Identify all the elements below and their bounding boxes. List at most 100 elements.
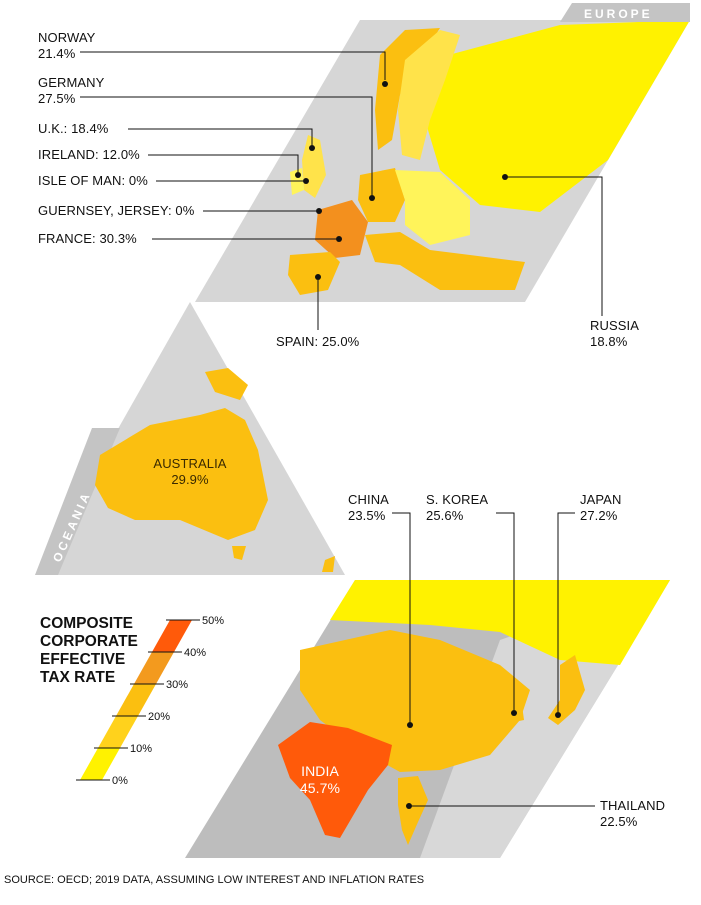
legend-band	[98, 716, 138, 748]
germany-annotation: GERMANY 27.5%	[38, 75, 375, 201]
japan-annotation: JAPAN 27.2%	[555, 492, 621, 718]
thailand-region	[398, 776, 428, 845]
india-region	[278, 722, 392, 838]
legend-tick-label: 0%	[112, 775, 128, 787]
norway-region	[375, 28, 440, 150]
norway-annotation: NORWAY 21.4%	[38, 30, 388, 87]
japan-rate: 27.2%	[580, 508, 618, 523]
europe-label-tab	[560, 3, 690, 22]
thailand-marker	[406, 803, 412, 809]
isle-of-man-annotation: ISLE OF MAN: 0%	[38, 173, 309, 188]
legend-tick-label: 30%	[166, 679, 188, 691]
russia-rate: 18.8%	[590, 334, 628, 349]
japan-leader	[557, 512, 575, 712]
india-rate: 45.7%	[300, 780, 340, 796]
china-annotation: CHINA 23.5%	[348, 492, 413, 728]
legend-title-line-3: EFFECTIVE	[40, 651, 125, 668]
norway-rate: 21.4%	[38, 46, 76, 61]
japan-marker	[555, 712, 561, 718]
france-label: FRANCE: 30.3%	[38, 231, 137, 246]
thailand-name: THAILAND	[600, 798, 665, 813]
germany-leader	[80, 96, 373, 195]
japan-region	[548, 655, 585, 725]
skorea-marker	[511, 710, 517, 716]
russia-annotation: RUSSIA 18.8%	[502, 174, 639, 349]
skorea-name: S. KOREA	[426, 492, 488, 507]
europe-label: EUROPE	[584, 7, 653, 21]
legend-band	[134, 652, 174, 684]
europe-panel: EUROPE	[195, 3, 690, 302]
oceania-panel: OCEANIA	[35, 302, 345, 575]
india-annotation: INDIA 45.7%	[300, 763, 340, 796]
russia-marker	[502, 174, 508, 180]
asia-panel: ASIA	[182, 580, 670, 858]
spain-annotation: SPAIN: 25.0%	[276, 274, 360, 349]
legend-tick-label: 40%	[184, 647, 206, 659]
uk-leader	[128, 128, 313, 145]
germany-marker	[369, 195, 375, 201]
legend-band	[152, 620, 192, 652]
uk-label: U.K.: 18.4%	[38, 121, 109, 136]
thailand-rate: 22.5%	[600, 814, 638, 829]
sweden-finland-region	[398, 30, 460, 160]
ireland-marker	[295, 172, 301, 178]
germany-region	[358, 168, 405, 222]
china-leader	[392, 512, 411, 722]
legend-title-line-4: TAX RATE	[40, 669, 115, 686]
legend: COMPOSITE CORPORATE EFFECTIVE TAX RATE 5…	[40, 615, 224, 787]
central-europe-region	[395, 170, 470, 245]
norway-name: NORWAY	[38, 30, 96, 45]
thailand-annotation: THAILAND 22.5%	[406, 798, 665, 829]
skorea-leader	[496, 512, 515, 710]
legend-tick-label: 20%	[148, 711, 170, 723]
spain-label: SPAIN: 25.0%	[276, 334, 360, 349]
new-guinea-region	[205, 368, 248, 400]
guernsey-jersey-label: GUERNSEY, JERSEY: 0%	[38, 203, 195, 218]
isle-of-man-marker	[303, 178, 309, 184]
legend-title-line-2: CORPORATE	[40, 633, 138, 650]
china-marker	[407, 722, 413, 728]
france-region	[315, 200, 368, 258]
skorea-annotation: S. KOREA 25.6%	[426, 492, 517, 716]
south-korea-region	[512, 700, 524, 722]
guernsey-jersey-marker	[316, 208, 322, 214]
italy-balkans-region	[365, 232, 525, 290]
russia-leader	[508, 176, 603, 316]
spain-region	[288, 252, 340, 295]
guernsey-jersey-annotation: GUERNSEY, JERSEY: 0%	[38, 203, 322, 218]
australia-rate: 29.9%	[171, 472, 209, 487]
source-note: SOURCE: OECD; 2019 DATA, ASSUMING LOW IN…	[4, 874, 424, 886]
legend-tick-label: 10%	[130, 743, 152, 755]
legend-color-ramp	[80, 620, 192, 780]
siberia-region	[330, 580, 670, 665]
legend-tick-label: 50%	[202, 615, 224, 627]
uk-marker	[309, 145, 315, 151]
norway-marker	[382, 81, 388, 87]
spain-marker	[315, 274, 321, 280]
legend-band	[116, 684, 156, 716]
ireland-annotation: IRELAND: 12.0%	[38, 147, 301, 178]
india-name: INDIA	[301, 763, 339, 779]
russia-region	[425, 20, 690, 212]
australia-region	[95, 408, 268, 540]
france-marker	[336, 236, 342, 242]
japan-name: JAPAN	[580, 492, 621, 507]
legend-ticks: 50% 40% 30% 20% 10% 0%	[76, 615, 224, 787]
isle-of-man-label: ISLE OF MAN: 0%	[38, 173, 148, 188]
new-zealand-region	[322, 556, 335, 572]
germany-name: GERMANY	[38, 75, 105, 90]
ireland-leader	[148, 154, 299, 172]
uk-annotation: U.K.: 18.4%	[38, 121, 315, 151]
china-name: CHINA	[348, 492, 389, 507]
skorea-rate: 25.6%	[426, 508, 464, 523]
legend-title-line-1: COMPOSITE	[40, 615, 133, 632]
australia-name: AUSTRALIA	[153, 456, 226, 471]
russia-name: RUSSIA	[590, 318, 639, 333]
tasmania-region	[232, 546, 246, 560]
ireland-label: IRELAND: 12.0%	[38, 147, 140, 162]
germany-rate: 27.5%	[38, 91, 76, 106]
norway-leader	[80, 51, 386, 80]
legend-band	[80, 748, 120, 780]
australia-annotation: AUSTRALIA 29.9%	[153, 456, 226, 487]
